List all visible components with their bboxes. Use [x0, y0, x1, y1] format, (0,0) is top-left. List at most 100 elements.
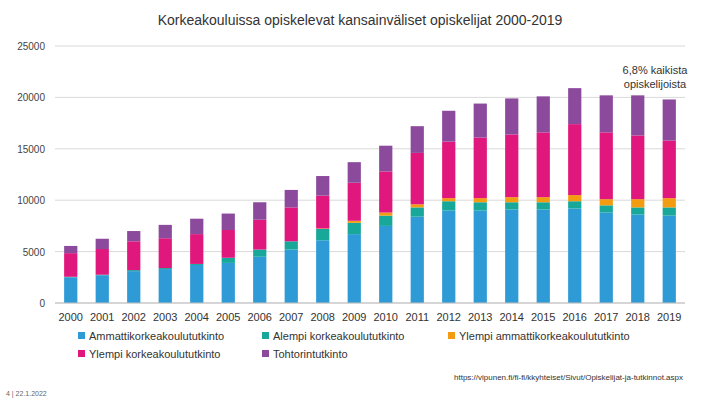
bar-segment: [600, 199, 613, 205]
bar-segment: [600, 213, 613, 303]
bar-segment: [159, 268, 172, 269]
grid-line: [55, 46, 685, 47]
bar-segment: [631, 207, 644, 214]
bar-segment: [474, 202, 487, 210]
y-tick-label: 20000: [17, 92, 45, 103]
legend-label: Ylempi ammattikorkeakoulututkinto: [459, 330, 630, 342]
y-tick-label: 25000: [17, 41, 45, 52]
bar-segment: [316, 196, 329, 229]
bar-segment: [663, 216, 676, 303]
grid-line: [55, 148, 685, 149]
bar-segment: [222, 214, 235, 230]
bar-segment: [159, 225, 172, 238]
bar-segment: [442, 201, 455, 210]
y-tick-label: 15000: [17, 144, 45, 155]
bar-segment: [663, 207, 676, 215]
bar-segment: [474, 104, 487, 138]
bar-segment: [285, 207, 298, 241]
bar-segment: [568, 124, 581, 195]
bar-segment: [190, 234, 203, 264]
bar-segment: [631, 135, 644, 199]
bar-segment: [505, 209, 518, 303]
bar-segment: [190, 264, 203, 265]
bar-segment: [379, 226, 392, 303]
source: https://vipunen.fi/fi-fi/kkyhteiset/Sivu…: [454, 373, 683, 382]
y-tick-label: 10000: [17, 195, 45, 206]
title: Korkeakouluissa opiskelevat kansainvälis…: [158, 12, 563, 28]
chart: Korkeakouluissa opiskelevat kansainvälis…: [0, 0, 720, 405]
legend-swatch: [78, 350, 85, 357]
bar-segment: [568, 195, 581, 201]
x-tick-label: 2012: [437, 311, 461, 323]
bar-segment: [127, 270, 140, 271]
bar-segment: [127, 271, 140, 303]
bar-segment: [127, 231, 140, 241]
bar-segment: [537, 209, 550, 303]
bar-segment: [663, 141, 676, 199]
x-tick-label: 2009: [342, 311, 366, 323]
bar-segment: [96, 275, 109, 303]
legend-label: Tohtorintutkinto: [273, 348, 348, 360]
grid-line: [55, 200, 685, 201]
bar-segment: [663, 99, 676, 140]
bar-segment: [64, 246, 77, 253]
bar-segment: [411, 153, 424, 204]
legend-swatch: [448, 332, 455, 339]
bar-segment: [64, 253, 77, 277]
bar-segment: [96, 239, 109, 249]
bar-segment: [253, 257, 266, 303]
x-tick-label: 2019: [657, 311, 681, 323]
bar-segment: [442, 210, 455, 303]
x-tick-label: 2007: [279, 311, 303, 323]
bar-segment: [379, 146, 392, 172]
bar-segment: [159, 238, 172, 268]
bar-segment: [568, 201, 581, 208]
bar-segment: [379, 213, 392, 216]
bar-segment: [600, 95, 613, 132]
grid-line: [55, 97, 685, 98]
bar-segment: [285, 190, 298, 207]
bar-segment: [474, 210, 487, 303]
bar-segment: [253, 220, 266, 250]
bar-segment: [222, 258, 235, 263]
bar-segment: [474, 198, 487, 202]
x-tick-label: 2001: [90, 311, 114, 323]
bar-segment: [348, 223, 361, 234]
grid-line: [55, 251, 685, 252]
x-tick-label: 2003: [153, 311, 177, 323]
bar-segment: [411, 217, 424, 303]
bar-segment: [222, 230, 235, 258]
bar-segment: [411, 126, 424, 153]
bar-segment: [631, 215, 644, 303]
bar-segment: [222, 263, 235, 303]
bar-segment: [537, 132, 550, 197]
bar-segment: [600, 132, 613, 199]
y-tick-label: 0: [39, 298, 45, 309]
x-tick-label: 2011: [405, 311, 429, 323]
bar-segment: [96, 249, 109, 275]
bar-segment: [411, 207, 424, 216]
grid-line: [55, 303, 685, 304]
bar-segment: [316, 240, 329, 303]
x-tick-label: 2002: [122, 311, 146, 323]
bar-segment: [348, 234, 361, 303]
legend-label: Ylempi korkeakoulututkinto: [89, 348, 220, 360]
bar-segment: [285, 241, 298, 249]
bar-segment: [348, 183, 361, 221]
x-tick-label: 2017: [594, 311, 618, 323]
bar-segment: [537, 197, 550, 202]
bar-segment: [253, 250, 266, 257]
bar-segment: [568, 208, 581, 303]
bar-segment: [348, 221, 361, 223]
bar-segment: [631, 199, 644, 207]
bar-segment: [505, 134, 518, 197]
bar-segment: [411, 204, 424, 207]
y-tick-label: 5000: [23, 247, 46, 258]
x-tick-label: 2016: [563, 311, 587, 323]
x-tick-label: 2014: [500, 311, 524, 323]
bar-segment: [537, 202, 550, 209]
bar-segment: [285, 250, 298, 303]
bar-segment: [505, 98, 518, 134]
footer: 4 | 22.1.2022: [6, 390, 47, 398]
bar-segment: [190, 219, 203, 234]
